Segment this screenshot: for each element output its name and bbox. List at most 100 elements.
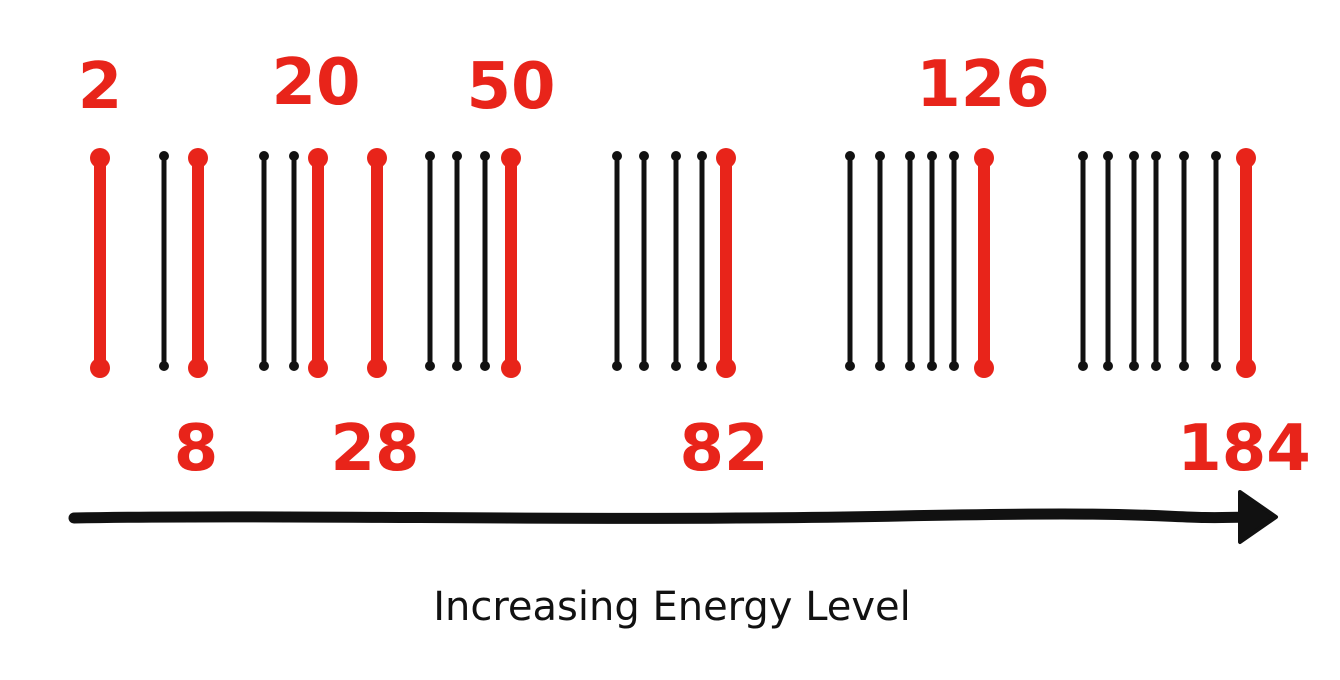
level-bottom-cap (612, 361, 622, 371)
level-bottom-cap (308, 358, 328, 378)
level-top-cap (452, 151, 462, 161)
magic-number-20: 20 (271, 46, 360, 120)
energy-level (905, 151, 915, 371)
level-bottom-cap (875, 361, 885, 371)
energy-level (159, 151, 169, 371)
energy-levels (90, 148, 1256, 378)
level-top-cap (480, 151, 490, 161)
magic-energy-level (716, 148, 736, 378)
magic-energy-level (367, 148, 387, 378)
energy-level (1103, 151, 1113, 371)
level-top-cap (188, 148, 208, 168)
level-bottom-cap (90, 358, 110, 378)
energy-level (697, 151, 707, 371)
level-top-cap (1078, 151, 1088, 161)
level-top-cap (1211, 151, 1221, 161)
level-top-cap (927, 151, 937, 161)
level-top-cap (974, 148, 994, 168)
level-top-cap (716, 148, 736, 168)
level-top-cap (1151, 151, 1161, 161)
level-top-cap (259, 151, 269, 161)
magic-number-184: 184 (1177, 412, 1311, 486)
level-bottom-cap (697, 361, 707, 371)
level-top-cap (289, 151, 299, 161)
energy-level (1078, 151, 1088, 371)
level-top-cap (1103, 151, 1113, 161)
level-top-cap (367, 148, 387, 168)
level-top-cap (90, 148, 110, 168)
energy-level (425, 151, 435, 371)
energy-level (612, 151, 622, 371)
level-bottom-cap (927, 361, 937, 371)
level-top-cap (612, 151, 622, 161)
magic-number-28: 28 (330, 412, 419, 486)
level-top-cap (875, 151, 885, 161)
level-bottom-cap (289, 361, 299, 371)
level-bottom-cap (671, 361, 681, 371)
energy-level (289, 151, 299, 371)
level-bottom-cap (452, 361, 462, 371)
level-bottom-cap (716, 358, 736, 378)
energy-level (452, 151, 462, 371)
level-bottom-cap (949, 361, 959, 371)
energy-level (1179, 151, 1189, 371)
level-top-cap (845, 151, 855, 161)
level-bottom-cap (1236, 358, 1256, 378)
level-bottom-cap (159, 361, 169, 371)
level-bottom-cap (1129, 361, 1139, 371)
magic-energy-level (188, 148, 208, 378)
energy-level (259, 151, 269, 371)
energy-level (1129, 151, 1139, 371)
level-top-cap (159, 151, 169, 161)
axis-caption: Increasing Energy Level (433, 584, 911, 630)
level-bottom-cap (1078, 361, 1088, 371)
level-bottom-cap (188, 358, 208, 378)
level-bottom-cap (259, 361, 269, 371)
magic-energy-level (974, 148, 994, 378)
level-top-cap (425, 151, 435, 161)
level-top-cap (639, 151, 649, 161)
level-bottom-cap (367, 358, 387, 378)
level-top-cap (1129, 151, 1139, 161)
magic-number-82: 82 (679, 412, 768, 486)
magic-energy-level (1236, 148, 1256, 378)
magic-numbers-bottom: 8 28 82 184 (174, 412, 1311, 486)
level-bottom-cap (1151, 361, 1161, 371)
energy-axis-arrow (68, 490, 1278, 544)
level-bottom-cap (905, 361, 915, 371)
magic-energy-level (90, 148, 110, 378)
level-bottom-cap (1179, 361, 1189, 371)
level-top-cap (671, 151, 681, 161)
level-bottom-cap (1211, 361, 1221, 371)
magic-number-50: 50 (466, 50, 555, 124)
magic-energy-level (501, 148, 521, 378)
level-bottom-cap (845, 361, 855, 371)
level-top-cap (949, 151, 959, 161)
energy-level (927, 151, 937, 371)
level-bottom-cap (639, 361, 649, 371)
energy-level (875, 151, 885, 371)
magic-energy-level (308, 148, 328, 378)
level-top-cap (905, 151, 915, 161)
energy-level (671, 151, 681, 371)
energy-level (1151, 151, 1161, 371)
energy-level (1211, 151, 1221, 371)
level-top-cap (1179, 151, 1189, 161)
energy-level (639, 151, 649, 371)
level-bottom-cap (480, 361, 490, 371)
level-top-cap (1236, 148, 1256, 168)
magic-number-2: 2 (78, 50, 123, 124)
axis-line (68, 508, 1254, 524)
level-bottom-cap (1103, 361, 1113, 371)
level-top-cap (501, 148, 521, 168)
energy-level (949, 151, 959, 371)
magic-numbers-top: 2 20 50 126 (78, 46, 1050, 124)
level-bottom-cap (425, 361, 435, 371)
level-bottom-cap (501, 358, 521, 378)
magic-number-8: 8 (174, 412, 219, 486)
energy-level (480, 151, 490, 371)
level-top-cap (308, 148, 328, 168)
arrow-head-icon (1238, 490, 1278, 544)
level-bottom-cap (974, 358, 994, 378)
